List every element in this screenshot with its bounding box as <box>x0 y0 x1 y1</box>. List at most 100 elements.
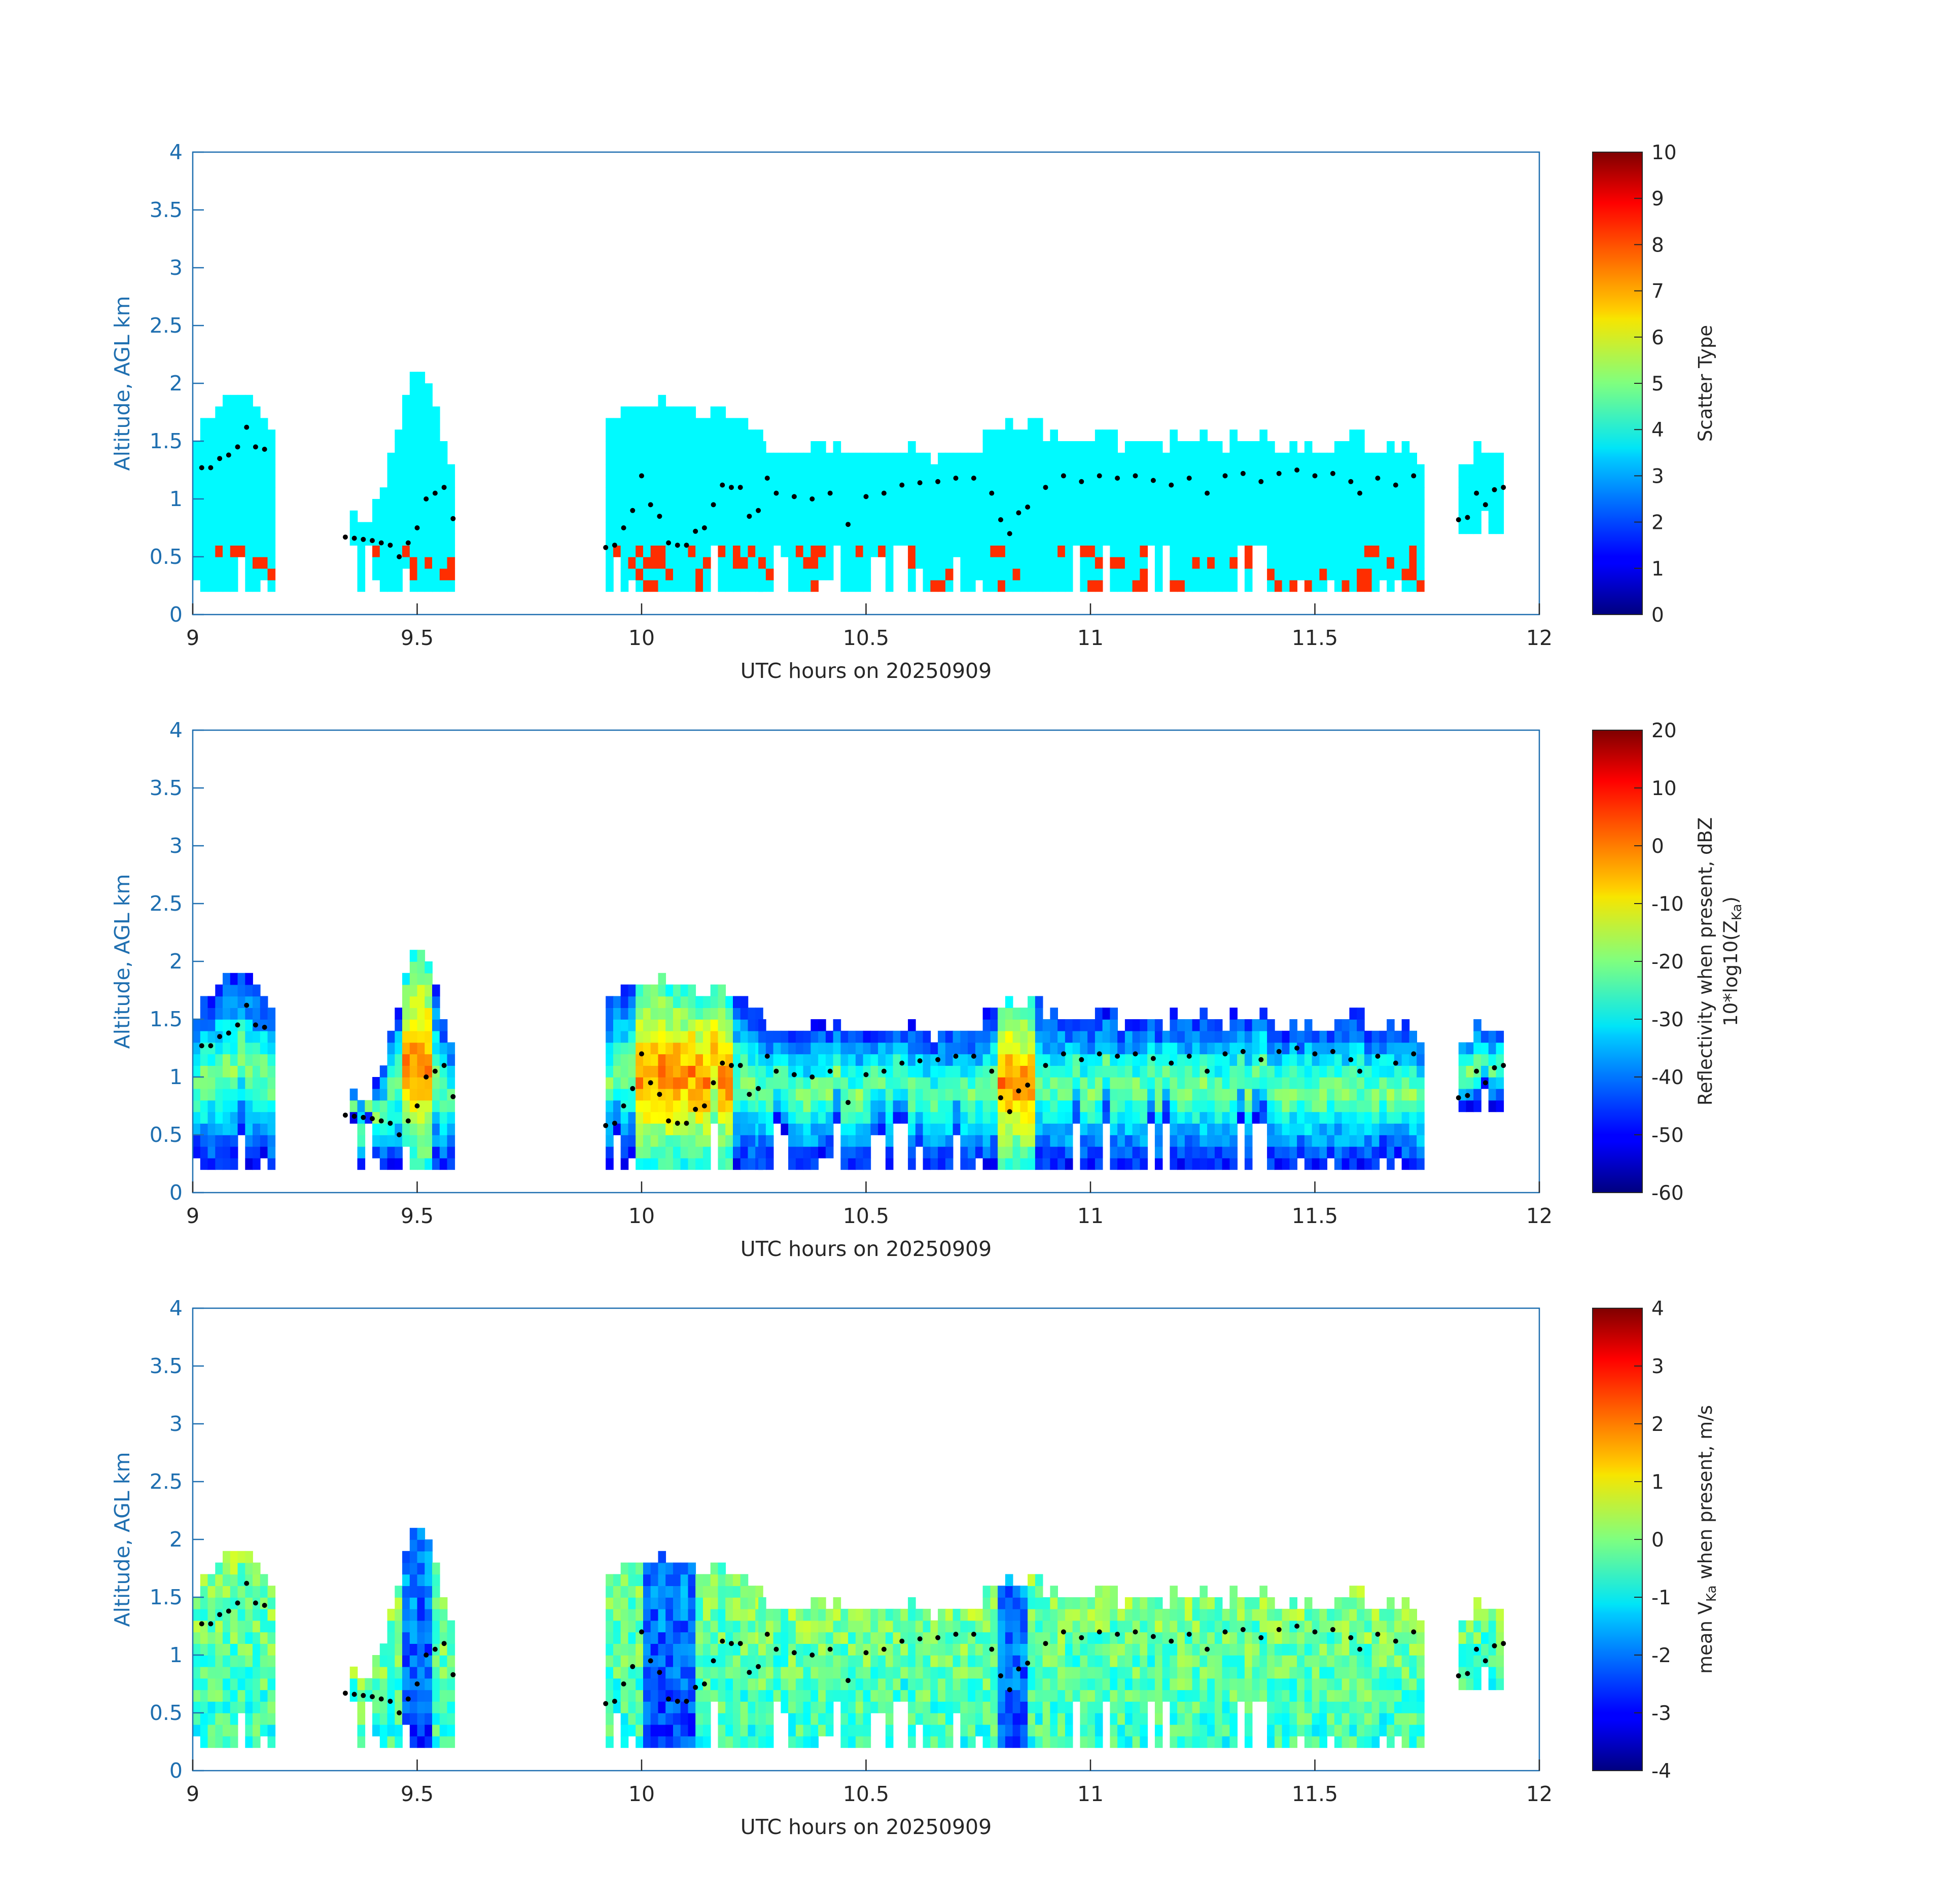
heatmap-cell <box>208 1655 216 1667</box>
heatmap-cell <box>681 1621 689 1633</box>
heatmap-cell <box>718 1713 726 1725</box>
heatmap-cell <box>1319 1146 1327 1159</box>
heatmap-cell <box>803 1725 812 1737</box>
heatmap-cell <box>380 1725 388 1737</box>
heatmap-cell <box>395 1043 403 1055</box>
heatmap-cell <box>673 1158 681 1170</box>
colorbar-tick-label: 6 <box>1651 327 1664 349</box>
heatmap-cell <box>893 1089 901 1101</box>
heatmap-cell <box>983 1077 991 1089</box>
heatmap-cell <box>1357 1008 1365 1020</box>
heatmap-cell <box>983 1586 991 1598</box>
heatmap-cell <box>953 1123 961 1135</box>
heatmap-cell <box>1185 1077 1193 1089</box>
heatmap-cell <box>990 533 998 546</box>
heatmap-cell <box>915 1643 924 1656</box>
heatmap-cell <box>755 1586 763 1598</box>
heatmap-cell <box>766 1701 774 1713</box>
heatmap-cell <box>621 418 629 430</box>
heatmap-cell <box>998 1135 1006 1147</box>
heatmap-cell <box>1103 1054 1111 1066</box>
heatmap-cell <box>193 1609 201 1621</box>
heatmap-cell <box>425 522 433 534</box>
heatmap-cell <box>215 1019 223 1031</box>
heatmap-cell <box>425 533 433 546</box>
cloud-base-dot <box>1187 1054 1192 1059</box>
heatmap-cell <box>260 1135 268 1147</box>
heatmap-cell <box>766 1031 774 1043</box>
heatmap-cell <box>695 557 703 569</box>
heatmap-cell <box>651 1597 659 1609</box>
heatmap-cell <box>1155 1089 1163 1101</box>
heatmap-cell <box>410 1574 418 1586</box>
heatmap-cell <box>200 1019 208 1031</box>
heatmap-cell <box>1192 1100 1201 1112</box>
heatmap-cell <box>440 533 448 546</box>
heatmap-cell <box>703 476 711 488</box>
heatmap-cell <box>417 429 426 442</box>
heatmap-cell <box>840 1077 849 1089</box>
heatmap-cell <box>840 533 849 546</box>
heatmap-cell <box>1170 533 1178 546</box>
heatmap-cell <box>695 1146 703 1159</box>
heatmap-cell <box>803 499 812 511</box>
heatmap-cell <box>975 1643 983 1656</box>
heatmap-cell <box>1252 1043 1260 1055</box>
heatmap-cell <box>900 1678 908 1691</box>
heatmap-cell <box>1237 1065 1245 1077</box>
heatmap-cell <box>417 961 426 974</box>
heatmap-cell <box>245 499 253 511</box>
heatmap-cell <box>1222 1065 1230 1077</box>
heatmap-cell <box>733 557 741 569</box>
heatmap-cell <box>1394 1111 1402 1124</box>
heatmap-cell <box>245 1621 253 1633</box>
heatmap-cell <box>711 1031 719 1043</box>
heatmap-cell <box>1229 1135 1238 1147</box>
heatmap-cell <box>1245 580 1253 592</box>
heatmap-cell <box>230 499 238 511</box>
heatmap-cell <box>1103 499 1111 511</box>
heatmap-cell <box>1177 1158 1185 1170</box>
heatmap-cell <box>886 533 894 546</box>
heatmap-cell <box>1466 1077 1474 1089</box>
heatmap-cell <box>673 1655 681 1667</box>
heatmap-cell <box>758 1609 766 1621</box>
heatmap-cell <box>1349 580 1357 592</box>
heatmap-cell <box>900 487 908 499</box>
heatmap-cell <box>826 1678 834 1691</box>
heatmap-cell <box>1057 1736 1066 1748</box>
heatmap-cell <box>953 533 961 546</box>
heatmap-cell <box>725 1100 733 1112</box>
heatmap-cell <box>975 1609 983 1621</box>
heatmap-cell <box>1043 1089 1051 1101</box>
heatmap-cell <box>621 1089 629 1101</box>
heatmap-cell <box>1229 1123 1238 1135</box>
heatmap-cell <box>1409 545 1417 557</box>
heatmap-cell <box>208 1713 216 1725</box>
heatmap-cell <box>372 1667 380 1679</box>
heatmap-cell <box>223 499 231 511</box>
heatmap-cell <box>703 429 711 442</box>
heatmap-cell <box>621 464 629 477</box>
heatmap-cell <box>1372 1077 1380 1089</box>
heatmap-cell <box>372 1135 380 1147</box>
heatmap-cell <box>766 1609 774 1621</box>
heatmap-cell <box>856 557 864 569</box>
heatmap-cell <box>788 1054 796 1066</box>
heatmap-cell <box>833 1678 841 1691</box>
heatmap-cell <box>863 1158 871 1170</box>
heatmap-cell <box>773 1690 782 1702</box>
heatmap-cell <box>1057 1725 1066 1737</box>
heatmap-cell <box>665 1089 674 1101</box>
heatmap-cell <box>200 429 208 442</box>
heatmap-cell <box>417 1065 426 1077</box>
heatmap-cell <box>990 1100 998 1112</box>
heatmap-cell <box>1170 1089 1178 1101</box>
cloud-base-dot <box>747 514 752 519</box>
heatmap-cell <box>781 1100 789 1112</box>
heatmap-cell <box>990 464 998 477</box>
heatmap-cell <box>711 407 719 419</box>
heatmap-cell <box>1073 533 1081 546</box>
heatmap-cell <box>990 557 998 569</box>
heatmap-cell <box>651 996 659 1008</box>
